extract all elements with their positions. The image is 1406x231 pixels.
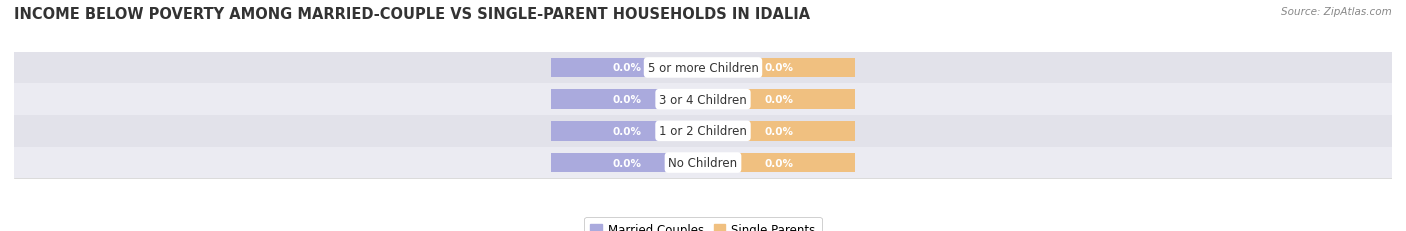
Bar	[14, 52, 1392, 84]
Bar	[703, 153, 855, 173]
Bar	[551, 58, 703, 78]
Bar	[703, 122, 855, 141]
Text: 0.0%: 0.0%	[613, 158, 641, 168]
Text: Source: ZipAtlas.com: Source: ZipAtlas.com	[1281, 7, 1392, 17]
Bar	[14, 147, 1392, 179]
Bar	[551, 122, 703, 141]
Bar	[703, 90, 855, 109]
Bar	[14, 116, 1392, 147]
Bar	[551, 90, 703, 109]
Legend: Married Couples, Single Parents: Married Couples, Single Parents	[585, 217, 821, 231]
Text: 5 or more Children: 5 or more Children	[648, 62, 758, 75]
Text: 0.0%: 0.0%	[613, 63, 641, 73]
Text: 3 or 4 Children: 3 or 4 Children	[659, 93, 747, 106]
Text: INCOME BELOW POVERTY AMONG MARRIED-COUPLE VS SINGLE-PARENT HOUSEHOLDS IN IDALIA: INCOME BELOW POVERTY AMONG MARRIED-COUPL…	[14, 7, 810, 22]
Bar	[551, 153, 703, 173]
Text: 0.0%: 0.0%	[613, 126, 641, 136]
Text: 0.0%: 0.0%	[765, 126, 793, 136]
Text: No Children: No Children	[668, 156, 738, 169]
Bar	[703, 58, 855, 78]
Bar	[14, 84, 1392, 116]
Text: 1 or 2 Children: 1 or 2 Children	[659, 125, 747, 138]
Text: 0.0%: 0.0%	[765, 158, 793, 168]
Text: 0.0%: 0.0%	[765, 95, 793, 105]
Text: 0.0%: 0.0%	[765, 63, 793, 73]
Text: 0.0%: 0.0%	[613, 95, 641, 105]
